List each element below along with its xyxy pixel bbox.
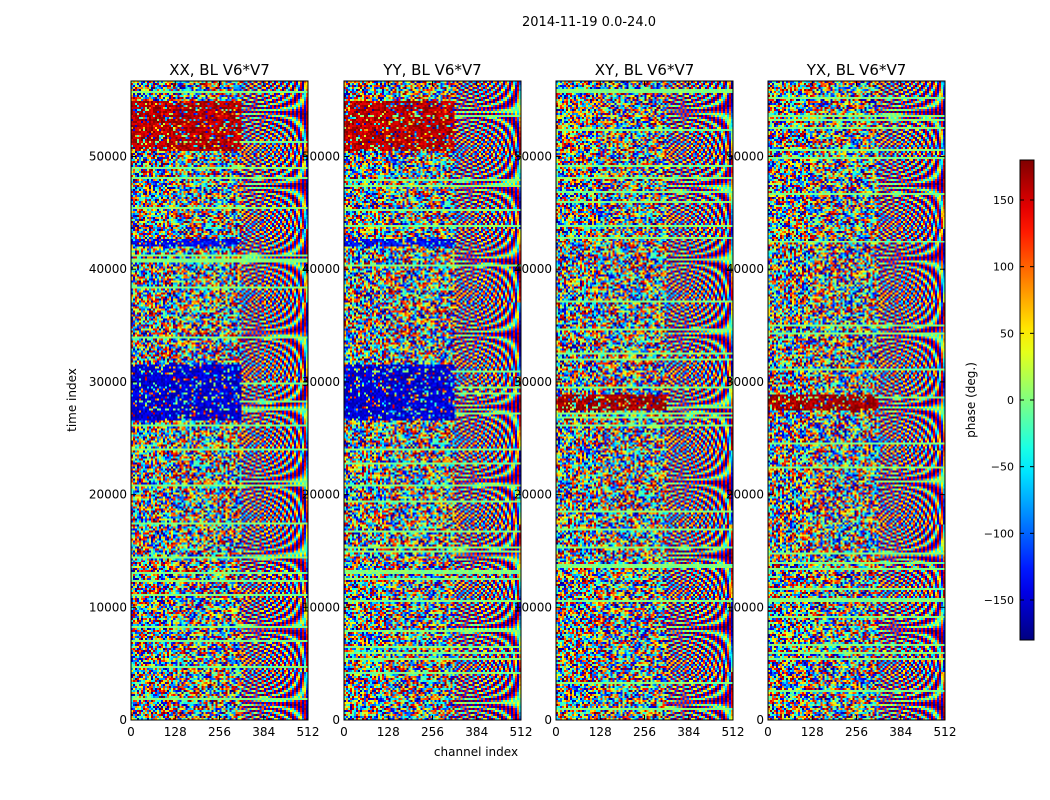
x-tick-label: 128 [377, 725, 400, 739]
heatmap-yx [768, 81, 945, 720]
x-tick-label: 256 [633, 725, 656, 739]
y-tick-label: 40000 [726, 262, 764, 276]
y-tick-label: 40000 [302, 262, 340, 276]
x-tick-label: 0 [127, 725, 135, 739]
panel-yy: YY, BL V6*V7 0 128 256 384 512 0 10000 20000 3000… [302, 61, 533, 739]
figure-suptitle: 2014-11-19 0.0-24.0 [522, 15, 656, 30]
y-tick-label: 0 [332, 713, 340, 727]
panel-title: XY, BL V6*V7 [595, 61, 695, 79]
y-tick-label: 10000 [514, 600, 552, 614]
x-tick-label: 0 [552, 725, 560, 739]
panel-title: YY, BL V6*V7 [382, 61, 481, 79]
colorbar-tick-label: 50 [1000, 327, 1014, 340]
y-tick-label: 30000 [726, 375, 764, 389]
colorbar-tick-label: 0 [1007, 394, 1014, 407]
x-tick-label: 384 [465, 725, 488, 739]
panel-title: XX, BL V6*V7 [169, 61, 270, 79]
x-tick-label: 0 [340, 725, 348, 739]
y-tick-label: 20000 [514, 488, 552, 502]
x-tick-label: 128 [589, 725, 612, 739]
colorbar-tick-label: 150 [993, 194, 1014, 207]
panel-xy: XY, BL V6*V7 0 128 256 384 512 0 10000 20000 3000… [514, 61, 745, 739]
colorbar-tick-label: −50 [991, 461, 1014, 474]
x-tick-label: 256 [421, 725, 444, 739]
y-tick-label: 50000 [514, 150, 552, 164]
y-tick-label: 0 [756, 713, 764, 727]
heatmap-xy [556, 81, 733, 720]
y-tick-label: 10000 [302, 600, 340, 614]
y-tick-label: 40000 [89, 262, 127, 276]
colorbar-tick-label: −150 [984, 594, 1014, 607]
colorbar: −150 −100 −50 0 50 100 150 [984, 159, 1035, 641]
colorbar-tick-label: 100 [993, 261, 1014, 274]
y-tick-label: 50000 [726, 150, 764, 164]
x-tick-label: 384 [677, 725, 700, 739]
y-tick-label: 50000 [302, 150, 340, 164]
y-tick-label: 30000 [89, 375, 127, 389]
heatmap-xx [131, 81, 308, 720]
y-tick-label: 40000 [514, 262, 552, 276]
x-tick-label: 512 [934, 725, 957, 739]
panel-title: YX, BL V6*V7 [806, 61, 907, 79]
y-tick-label: 10000 [726, 600, 764, 614]
x-tick-label: 256 [208, 725, 231, 739]
x-tick-label: 512 [722, 725, 745, 739]
y-axis-label: time index [65, 368, 79, 432]
x-tick-label: 512 [297, 725, 320, 739]
x-axis-label: channel index [434, 745, 518, 759]
x-tick-label: 128 [164, 725, 187, 739]
panel-yx: YX, BL V6*V7 0 128 256 384 512 0 10000 20000 3000… [726, 61, 957, 739]
colorbar-tick-label: −100 [984, 527, 1014, 540]
y-tick-label: 30000 [302, 375, 340, 389]
colorbar-label: phase (deg.) [964, 362, 978, 438]
y-tick-label: 30000 [514, 375, 552, 389]
x-tick-label: 384 [252, 725, 275, 739]
panels: XX, BL V6*V7 0 128 256 384 512 0 10000 20000 3000… [89, 61, 957, 739]
heatmap-yy [344, 81, 521, 720]
y-tick-label: 20000 [726, 488, 764, 502]
panel-xx: XX, BL V6*V7 0 128 256 384 512 0 10000 20000 3000… [89, 61, 320, 739]
y-tick-label: 0 [119, 713, 127, 727]
y-tick-label: 10000 [89, 600, 127, 614]
y-tick-label: 50000 [89, 150, 127, 164]
x-tick-label: 256 [845, 725, 868, 739]
x-tick-label: 0 [764, 725, 772, 739]
y-tick-label: 0 [544, 713, 552, 727]
x-tick-label: 128 [801, 725, 824, 739]
x-tick-label: 384 [889, 725, 912, 739]
x-tick-label: 512 [510, 725, 533, 739]
y-tick-label: 20000 [89, 488, 127, 502]
y-tick-label: 20000 [302, 488, 340, 502]
